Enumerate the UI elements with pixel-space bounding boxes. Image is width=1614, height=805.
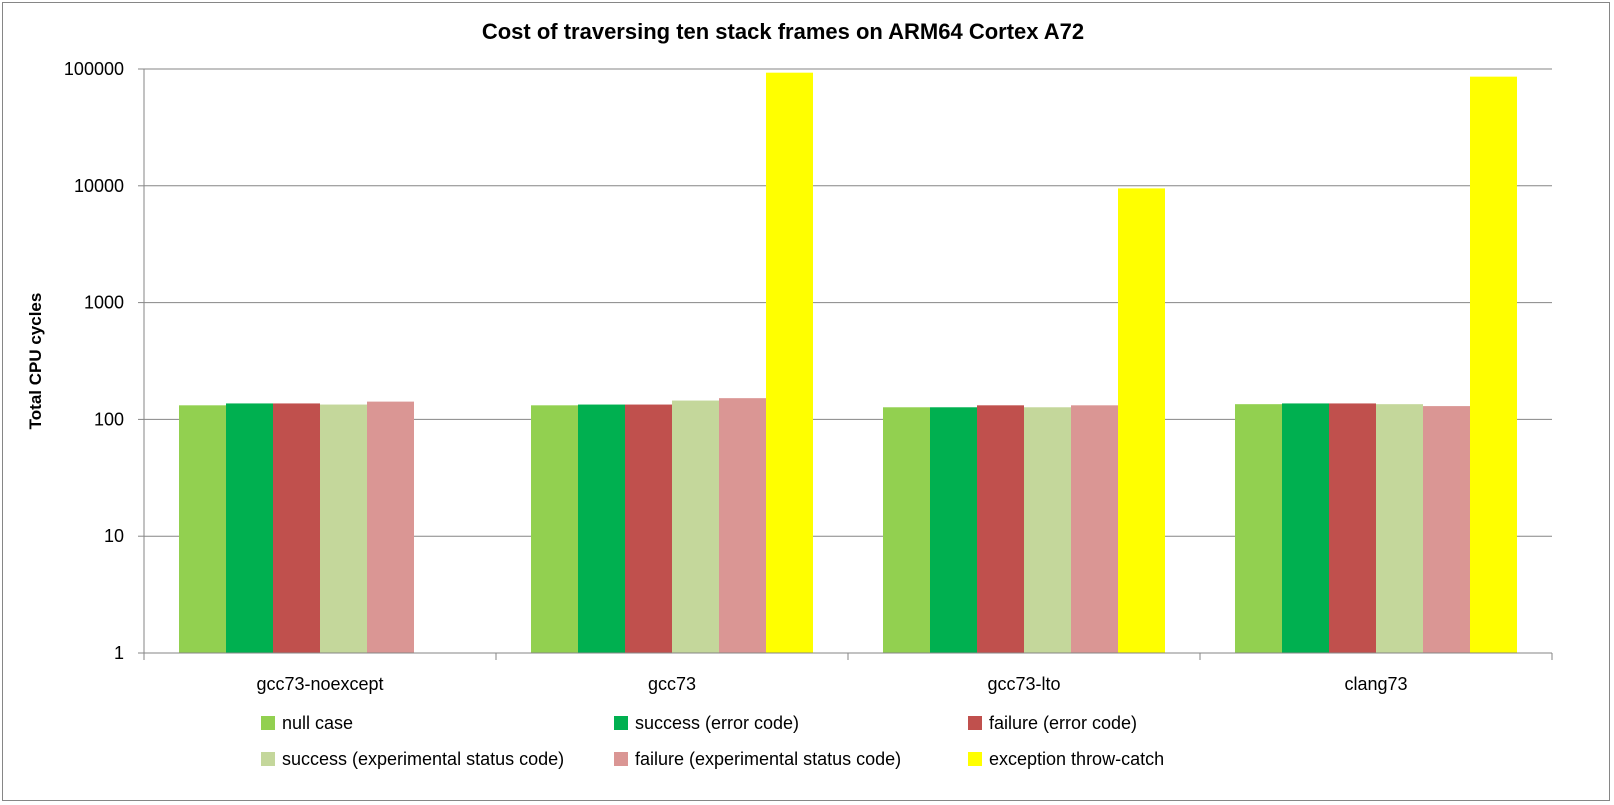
bar-failure-experimental-status-code-gcc73-noexcept (367, 401, 414, 653)
y-tick-label-10: 10 (104, 526, 124, 546)
bar-failure-experimental-status-code-clang73 (1423, 406, 1470, 653)
y-axis-label: Total CPU cycles (26, 293, 45, 430)
bar-success-error-code-gcc73 (578, 404, 625, 653)
x-tick-label-gcc73: gcc73 (648, 674, 696, 694)
x-tick-label-gcc73-noexcept: gcc73-noexcept (256, 674, 383, 694)
bar-success-error-code-gcc73-noexcept (226, 403, 273, 653)
legend-swatch-null-case (261, 716, 275, 730)
bar-success-error-code-clang73 (1282, 403, 1329, 653)
bar-success-experimental-status-code-gcc73-lto (1024, 407, 1071, 653)
axes: 1 10 100 1000 10000 100000 gcc73-noexcept gcc73… (64, 59, 1553, 694)
bar-exception-throw-catch-gcc73-lto (1118, 188, 1165, 653)
legend: null case success (error code) failure (er… (261, 713, 1164, 769)
bar-failure-experimental-status-code-gcc73-lto (1071, 405, 1118, 653)
y-tick-label-100: 100 (94, 409, 124, 429)
bar-null-case-gcc73-noexcept (179, 405, 226, 653)
legend-label-failure-experimental-status-code: failure (experimental status code) (635, 749, 901, 769)
legend-swatch-success-error-code (614, 716, 628, 730)
legend-swatch-exception-throw-catch (968, 752, 982, 766)
legend-label-success-error-code: success (error code) (635, 713, 799, 733)
bar-failure-experimental-status-code-gcc73 (719, 398, 766, 653)
bar-null-case-clang73 (1235, 404, 1282, 653)
chart-svg: Cost of traversing ten stack frames on A… (26, 19, 1553, 769)
bar-success-experimental-status-code-gcc73-noexcept (320, 404, 367, 653)
bar-exception-throw-catch-gcc73 (766, 72, 813, 653)
y-tick-label-10000: 10000 (74, 176, 124, 196)
x-tick-label-gcc73-lto: gcc73-lto (987, 674, 1060, 694)
y-tick-label-100000: 100000 (64, 59, 124, 79)
bar-null-case-gcc73-lto (883, 407, 930, 653)
legend-swatch-failure-experimental-status-code (614, 752, 628, 766)
bar-failure-error-code-gcc73 (625, 404, 672, 653)
bar-null-case-gcc73 (531, 405, 578, 653)
bar-success-experimental-status-code-clang73 (1376, 404, 1423, 653)
legend-label-null-case: null case (282, 713, 353, 733)
bar-failure-error-code-clang73 (1329, 403, 1376, 653)
y-tick-label-1000: 1000 (84, 293, 124, 313)
bar-exception-throw-catch-clang73 (1470, 76, 1517, 654)
x-tick-label-clang73: clang73 (1344, 674, 1407, 694)
bar-failure-error-code-gcc73-noexcept (273, 403, 320, 653)
chart-title: Cost of traversing ten stack frames on A… (482, 19, 1084, 44)
bar-failure-error-code-gcc73-lto (977, 405, 1024, 653)
legend-swatch-success-experimental-status-code (261, 752, 275, 766)
bar-success-experimental-status-code-gcc73 (672, 400, 719, 653)
legend-label-failure-error-code: failure (error code) (989, 713, 1137, 733)
legend-label-exception-throw-catch: exception throw-catch (989, 749, 1164, 769)
legend-swatch-failure-error-code (968, 716, 982, 730)
bar-success-error-code-gcc73-lto (930, 407, 977, 653)
legend-label-success-experimental-status-code: success (experimental status code) (282, 749, 564, 769)
bars (179, 72, 1517, 654)
y-tick-label-1: 1 (114, 643, 124, 663)
